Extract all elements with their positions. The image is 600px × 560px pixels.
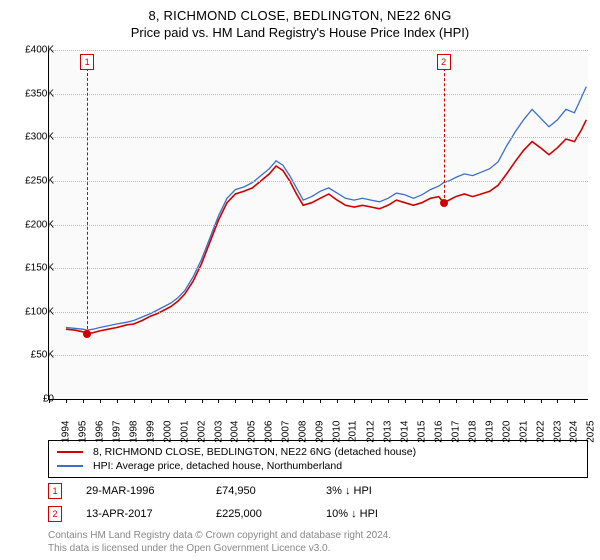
x-tick <box>151 399 152 403</box>
x-tick <box>541 399 542 403</box>
sale-marker-badge: 2 <box>437 54 451 70</box>
x-tick <box>473 399 474 403</box>
sale-hpi-delta: 10% ↓ HPI <box>326 508 378 520</box>
x-tick <box>456 399 457 403</box>
legend-item: 8, RICHMOND CLOSE, BEDLINGTON, NE22 6NG … <box>57 445 579 459</box>
y-tick-label: £50K <box>10 350 54 361</box>
y-gridline <box>49 355 588 356</box>
x-tick <box>574 399 575 403</box>
x-tick <box>286 399 287 403</box>
x-tick-label: 2011 <box>348 421 359 443</box>
x-tick <box>269 399 270 403</box>
chart-title-address: 8, RICHMOND CLOSE, BEDLINGTON, NE22 6NG <box>0 0 600 23</box>
x-tick <box>168 399 169 403</box>
sale-marker-dot <box>440 199 448 207</box>
x-tick <box>371 399 372 403</box>
x-tick <box>66 399 67 403</box>
sale-price: £225,000 <box>216 508 326 520</box>
y-tick-label: £300K <box>10 132 54 143</box>
legend-swatch <box>57 451 83 453</box>
y-gridline <box>49 268 588 269</box>
x-tick <box>303 399 304 403</box>
sale-marker-badge: 1 <box>48 483 62 499</box>
legend-swatch <box>57 465 83 467</box>
y-tick-label: £150K <box>10 263 54 274</box>
x-tick <box>252 399 253 403</box>
x-tick <box>507 399 508 403</box>
chart-legend: 8, RICHMOND CLOSE, BEDLINGTON, NE22 6NG … <box>48 440 588 478</box>
x-tick <box>218 399 219 403</box>
sale-row: 1 29-MAR-1996 £74,950 3% ↓ HPI <box>48 483 588 499</box>
chart-title-subtitle: Price paid vs. HM Land Registry's House … <box>0 23 600 40</box>
sale-hpi-delta: 3% ↓ HPI <box>326 485 372 497</box>
x-tick <box>388 399 389 403</box>
y-gridline <box>49 50 588 51</box>
y-tick-label: £400K <box>10 45 54 56</box>
y-tick-label: £200K <box>10 219 54 230</box>
sale-marker-badge: 1 <box>80 54 94 70</box>
sale-marker-badge: 2 <box>48 506 62 522</box>
series-price_paid <box>66 120 586 334</box>
y-tick-label: £0 <box>10 394 54 405</box>
x-tick <box>490 399 491 403</box>
x-tick <box>134 399 135 403</box>
y-gridline <box>49 225 588 226</box>
price-chart: 1994199519961997199819992000200120022003… <box>48 50 588 400</box>
x-tick <box>202 399 203 403</box>
y-gridline <box>49 312 588 313</box>
x-tick <box>100 399 101 403</box>
footnote-line2: This data is licensed under the Open Gov… <box>48 543 330 554</box>
x-tick <box>405 399 406 403</box>
x-tick <box>557 399 558 403</box>
series-hpi <box>66 87 586 331</box>
x-tick <box>439 399 440 403</box>
x-tick <box>185 399 186 403</box>
footnote-line1: Contains HM Land Registry data © Crown c… <box>48 530 391 541</box>
sale-marker-dot <box>83 330 91 338</box>
sale-date: 13-APR-2017 <box>86 508 216 520</box>
x-tick <box>320 399 321 403</box>
sale-row: 2 13-APR-2017 £225,000 10% ↓ HPI <box>48 506 588 522</box>
x-tick <box>235 399 236 403</box>
y-tick-label: £350K <box>10 88 54 99</box>
x-tick <box>354 399 355 403</box>
y-gridline <box>49 137 588 138</box>
sale-marker-line <box>87 68 88 334</box>
y-tick-label: £100K <box>10 306 54 317</box>
legend-item: HPI: Average price, detached house, Nort… <box>57 459 579 473</box>
y-tick-label: £250K <box>10 175 54 186</box>
x-tick <box>337 399 338 403</box>
footnote: Contains HM Land Registry data © Crown c… <box>48 530 588 555</box>
sale-price: £74,950 <box>216 485 326 497</box>
legend-label: 8, RICHMOND CLOSE, BEDLINGTON, NE22 6NG … <box>93 446 416 458</box>
sale-date: 29-MAR-1996 <box>86 485 216 497</box>
x-tick <box>422 399 423 403</box>
x-tick <box>83 399 84 403</box>
x-tick <box>524 399 525 403</box>
legend-label: HPI: Average price, detached house, Nort… <box>93 460 342 472</box>
y-gridline <box>49 181 588 182</box>
y-gridline <box>49 94 588 95</box>
x-tick <box>117 399 118 403</box>
sale-marker-line <box>444 68 445 203</box>
